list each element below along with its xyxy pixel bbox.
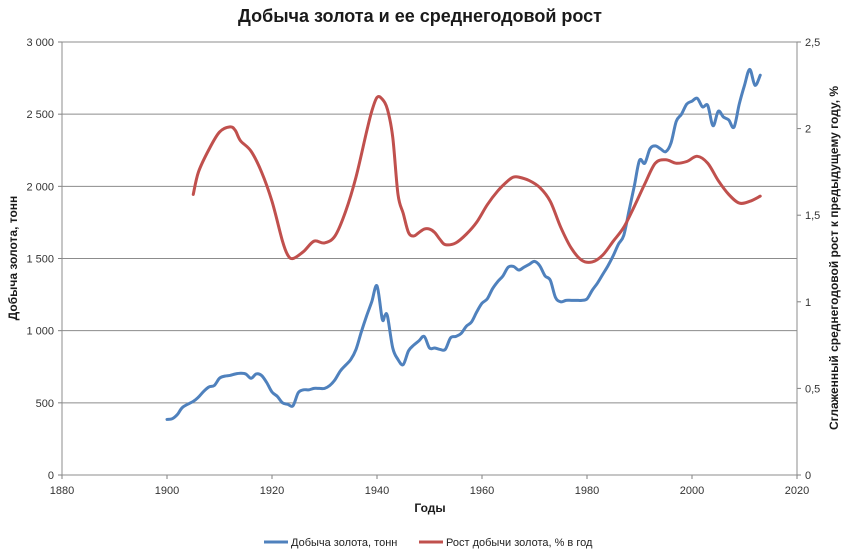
- x-tick-label: 1880: [50, 485, 74, 497]
- y2-tick-label: 1,5: [805, 210, 820, 222]
- y-tick-label: 2 000: [26, 181, 54, 193]
- x-tick-label: 1940: [365, 485, 389, 497]
- y2-tick-label: 2,5: [805, 37, 820, 49]
- series-line-gold-production: [165, 67, 762, 421]
- x-axis-title: Годы: [414, 501, 445, 515]
- y2-tick-labels: 0 0,5 1 1,5 2 2,5: [805, 37, 820, 482]
- legend: Добыча золота, тонн Рост добычи золота, …: [264, 537, 593, 549]
- grid-lines: [62, 41, 797, 404]
- x-tick-label: 2000: [680, 485, 704, 497]
- x-tick-label: 1960: [470, 485, 494, 497]
- y-tick-label: 1 500: [26, 254, 54, 266]
- x-tick-label: 1920: [260, 485, 284, 497]
- y2-tick-label: 0,5: [805, 383, 820, 395]
- y-tick-label: 2 500: [26, 109, 54, 121]
- series-layer: [165, 67, 762, 421]
- x-tick-label: 2020: [785, 485, 809, 497]
- x-tick-labels: 1880 1900 1920 1940 1960 1980 2000 2020: [50, 485, 809, 497]
- chart-title: Добыча золота и ее среднегодовой рост: [238, 6, 602, 26]
- x-tick-label: 1900: [155, 485, 179, 497]
- y-tick-label: 500: [36, 398, 54, 410]
- y-tick-label: 1 000: [26, 326, 54, 338]
- y-tick-label: 3 000: [26, 37, 54, 49]
- y2-tick-label: 1: [805, 297, 811, 309]
- y2-tick-label: 0: [805, 470, 811, 482]
- y-axis-title: Добыча золота, тонн: [6, 196, 20, 321]
- y2-tick-label: 2: [805, 124, 811, 136]
- y-tick-label: 0: [48, 470, 54, 482]
- legend-label-growth: Рост добычи золота, % в год: [446, 537, 593, 549]
- y2-axis-title: Сглаженный среднегодовой рост к предыдущ…: [827, 86, 841, 430]
- y-tick-labels: 0 500 1 000 1 500 2 000 2 500 3 000: [26, 37, 54, 482]
- legend-label-production: Добыча золота, тонн: [291, 537, 397, 549]
- x-tick-label: 1980: [575, 485, 599, 497]
- axes: [58, 41, 801, 479]
- series-line-production-growth: [191, 95, 762, 264]
